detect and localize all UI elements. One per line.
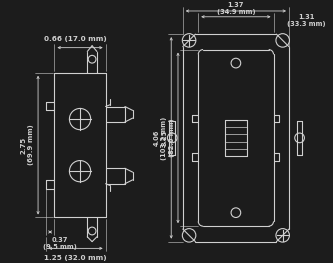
Text: 3.25
(82.6 mm): 3.25 (82.6 mm) xyxy=(162,119,175,157)
Text: 0.37
(9.5 mm): 0.37 (9.5 mm) xyxy=(43,237,77,250)
Text: 1.37
(34.9 mm): 1.37 (34.9 mm) xyxy=(216,2,255,14)
Text: 1.25 (32.0 mm): 1.25 (32.0 mm) xyxy=(44,255,107,261)
Text: 0.66 (17.0 mm): 0.66 (17.0 mm) xyxy=(44,36,107,42)
Text: 1.31
(33.3 mm): 1.31 (33.3 mm) xyxy=(287,14,326,27)
Text: 4.06
(103.2 mm): 4.06 (103.2 mm) xyxy=(154,116,167,159)
Text: 2.75
(69.9 mm): 2.75 (69.9 mm) xyxy=(21,125,34,165)
